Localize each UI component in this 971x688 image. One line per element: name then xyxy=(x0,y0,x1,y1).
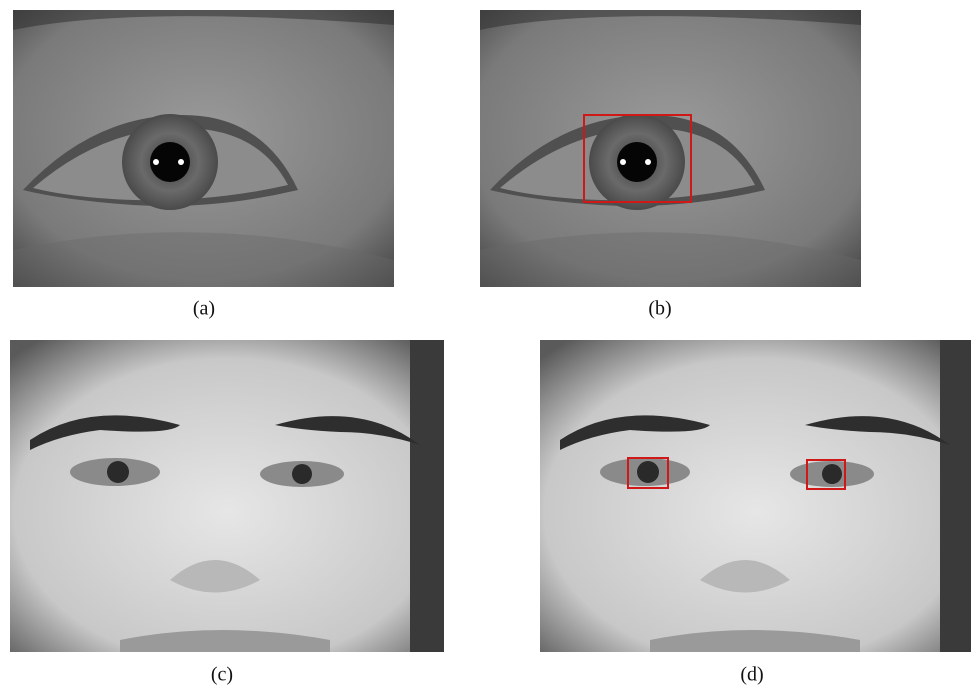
panel-a: (a) xyxy=(13,10,394,320)
panel-label: (c) xyxy=(211,664,233,686)
panel-d: (d) xyxy=(540,340,971,686)
panel-c: (c) xyxy=(10,340,444,686)
panel-label: (b) xyxy=(648,298,671,320)
panel-label: (d) xyxy=(740,664,763,686)
panel-label: (a) xyxy=(193,298,215,320)
panel-b: (b) xyxy=(480,10,861,320)
figure: (a) (b) (c) (d) xyxy=(0,0,971,688)
